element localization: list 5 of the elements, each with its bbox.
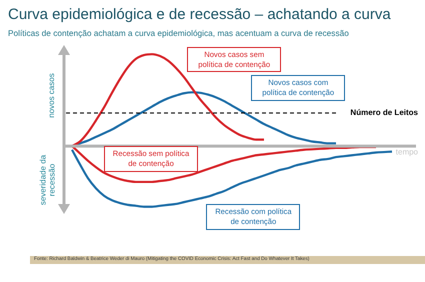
- ref-line-label: Número de Leitos: [350, 108, 419, 118]
- text: severidade da recessão: [38, 154, 57, 206]
- chart-title: Curva epidemiológica e de recessão – achatando a curva: [8, 6, 391, 23]
- chart-subtitle: Políticas de contenção achatam a curva epidemiológica, mas acentuam a curva de recessão: [8, 28, 349, 38]
- y-axis-title: novos casos: [47, 73, 56, 118]
